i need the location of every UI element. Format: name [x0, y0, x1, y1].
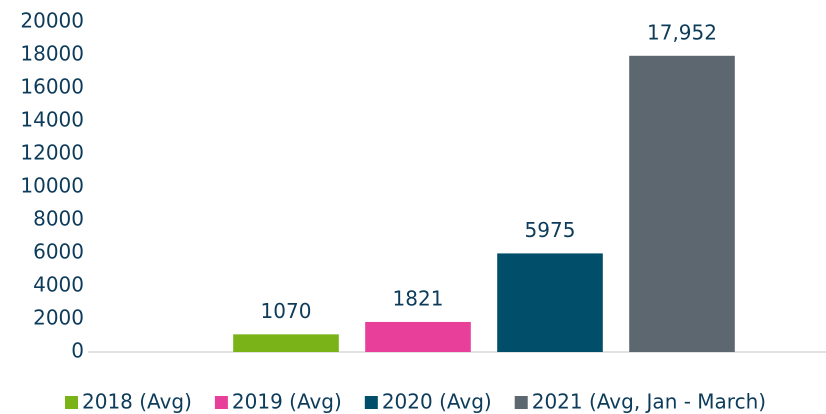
y-tick-label: 8000 [33, 207, 84, 231]
y-tick-label: 0 [71, 339, 84, 363]
legend-label: 2021 (Avg, Jan - March) [532, 390, 766, 414]
y-tick-label: 6000 [33, 240, 84, 264]
legend-label: 2018 (Avg) [82, 390, 192, 414]
data-label: 1070 [261, 299, 312, 323]
data-label: 5975 [525, 218, 576, 242]
legend-label: 2019 (Avg) [232, 390, 342, 414]
y-tick-label: 18000 [20, 42, 84, 66]
bar [629, 55, 735, 353]
y-tick-label: 4000 [33, 273, 84, 297]
data-label: 17,952 [647, 20, 717, 44]
legend-swatch [214, 396, 228, 409]
y-tick-label: 12000 [20, 141, 84, 165]
bar [497, 253, 603, 352]
bar [365, 321, 471, 352]
legend-swatch [364, 396, 378, 409]
y-tick-label: 14000 [20, 108, 84, 132]
bar [233, 334, 339, 352]
legend-swatch [514, 396, 528, 409]
legend-label: 2020 (Avg) [382, 390, 492, 414]
data-label: 1821 [393, 286, 444, 310]
y-tick-label: 20000 [20, 9, 84, 33]
y-tick-label: 16000 [20, 75, 84, 99]
legend-swatch [65, 396, 78, 409]
y-tick-label: 10000 [20, 174, 84, 198]
y-tick-label: 2000 [33, 306, 84, 330]
